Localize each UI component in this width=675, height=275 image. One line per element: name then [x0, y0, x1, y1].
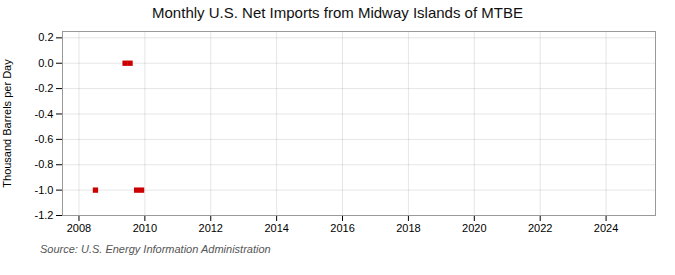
svg-text:2012: 2012	[199, 222, 223, 234]
svg-text:-0.4: -0.4	[35, 108, 54, 120]
svg-text:2024: 2024	[594, 222, 618, 234]
html-text:Source: U.S. Energy Informatio: Source: U.S. Energy Information Administ…	[40, 243, 271, 255]
svg-text:0.0: 0.0	[38, 57, 53, 69]
svg-text:2008: 2008	[67, 222, 91, 234]
svg-text:2022: 2022	[528, 222, 552, 234]
svg-text:2010: 2010	[133, 222, 157, 234]
svg-text:2016: 2016	[330, 222, 354, 234]
svg-text:0.2: 0.2	[38, 31, 53, 43]
svg-text:-1.0: -1.0	[35, 184, 54, 196]
html-text:Monthly U.S. Net Imports from: Monthly U.S. Net Imports from Midway Isl…	[152, 4, 523, 21]
svg-text:2014: 2014	[264, 222, 288, 234]
svg-text:2020: 2020	[462, 222, 486, 234]
svg-text:2018: 2018	[396, 222, 420, 234]
svg-text:-0.8: -0.8	[35, 158, 54, 170]
svg-text:-0.6: -0.6	[35, 133, 54, 145]
svg-text:Thousand Barrels per Day: Thousand Barrels per Day	[1, 59, 13, 188]
svg-text:-0.2: -0.2	[35, 82, 54, 94]
svg-text:-1.2: -1.2	[35, 209, 54, 221]
